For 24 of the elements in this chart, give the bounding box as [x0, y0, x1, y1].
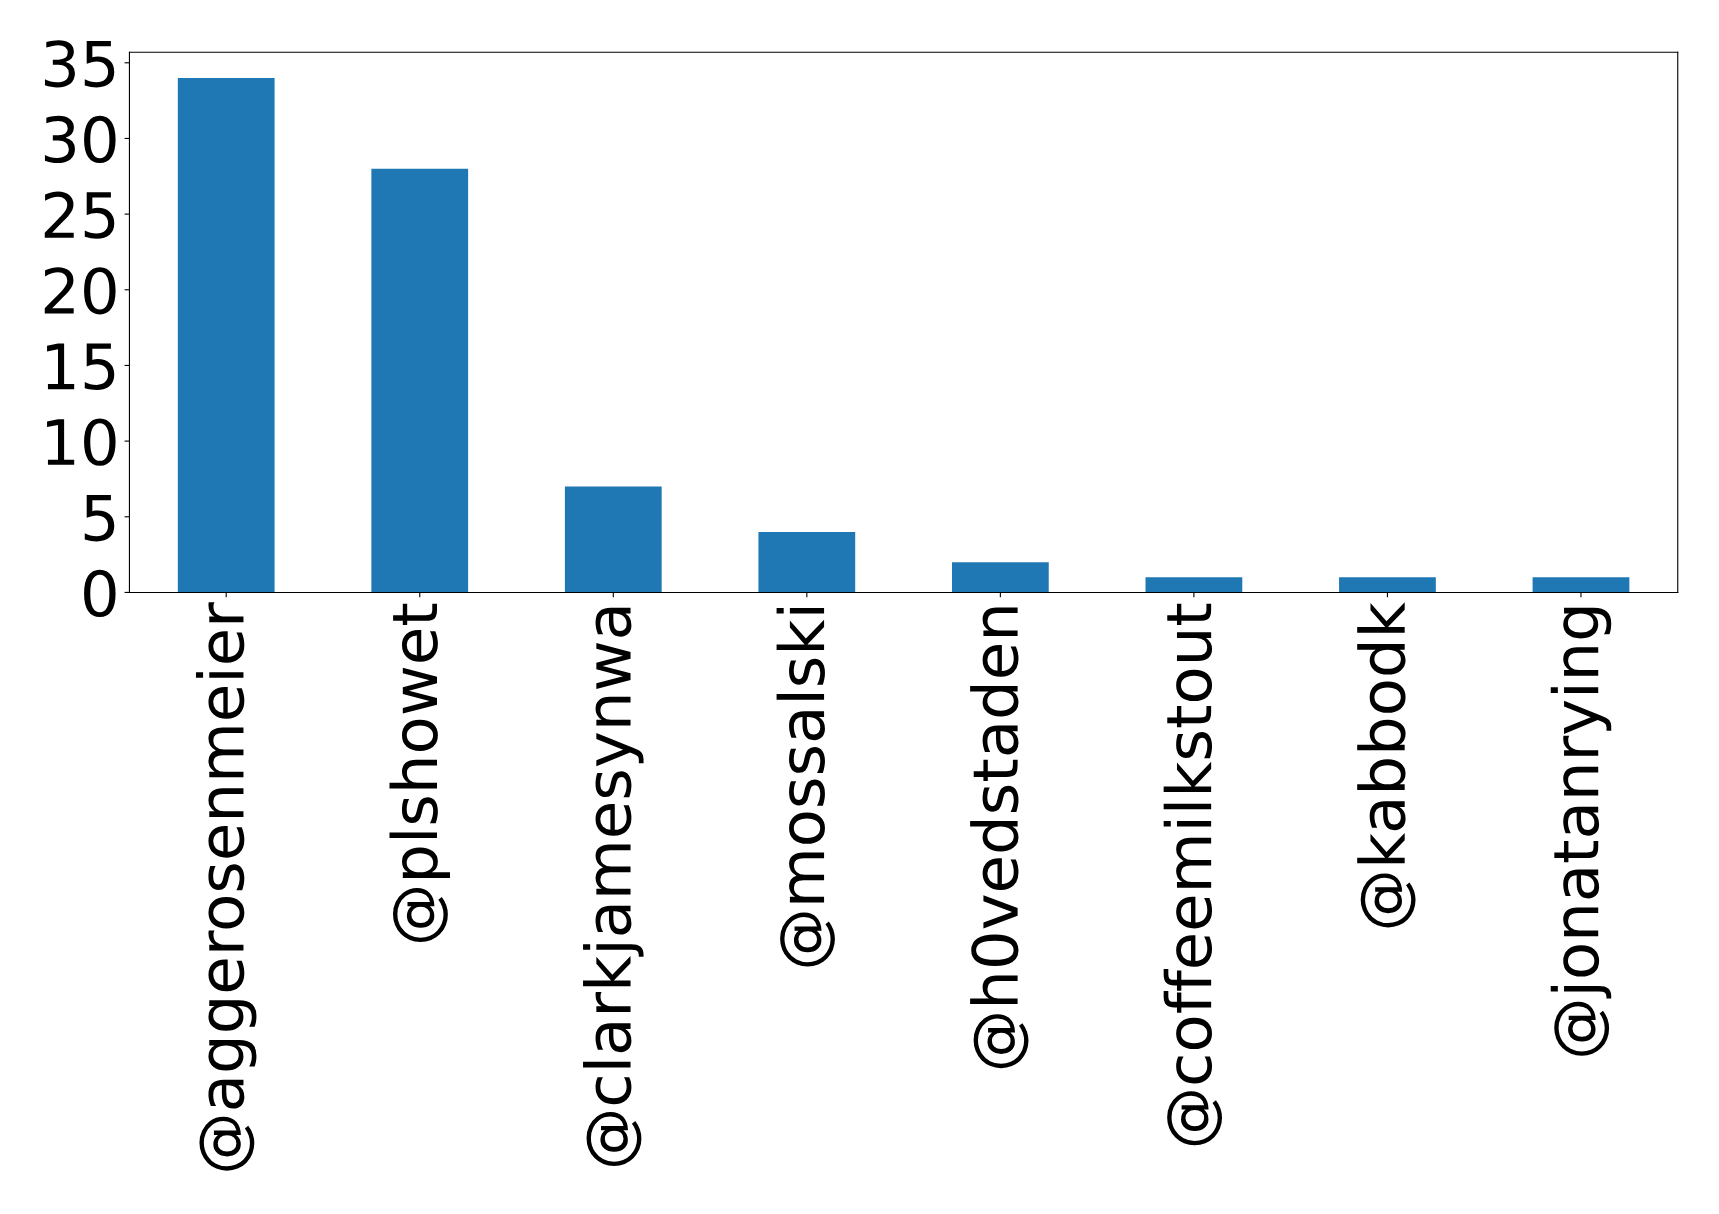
x-tick-label: @aggerosenmeier	[195, 602, 257, 1171]
x-tick-label: @mossalski	[776, 608, 835, 967]
bar	[1339, 577, 1436, 593]
bar	[1145, 577, 1243, 593]
y-tick-label: 5	[84, 494, 115, 542]
y-tick-label: 20	[44, 267, 116, 315]
y-tick-label: 30	[44, 115, 116, 164]
bar	[371, 168, 469, 593]
y-tick-label: 10	[47, 418, 116, 466]
x-tick-label: @jonatanrying	[1550, 607, 1612, 1056]
y-tick-label: 15	[47, 343, 115, 391]
bar	[1532, 577, 1630, 593]
x-tick-label: @kabbodk	[1357, 602, 1416, 928]
y-tick-label: 0	[84, 569, 116, 618]
bar	[564, 486, 662, 593]
bar	[177, 77, 275, 593]
y-tick-label: 35	[44, 40, 115, 88]
x-tick-label: @coffeemilkstout	[1163, 603, 1223, 1146]
bar	[758, 531, 856, 593]
x-tick-label: @clarkjamesynwa	[583, 607, 644, 1167]
y-tick-label: 25	[44, 191, 115, 239]
x-tick-label: @h0vedstaden	[970, 607, 1029, 1069]
bar	[951, 562, 1049, 593]
x-tick-label: @plshowet	[389, 603, 450, 943]
